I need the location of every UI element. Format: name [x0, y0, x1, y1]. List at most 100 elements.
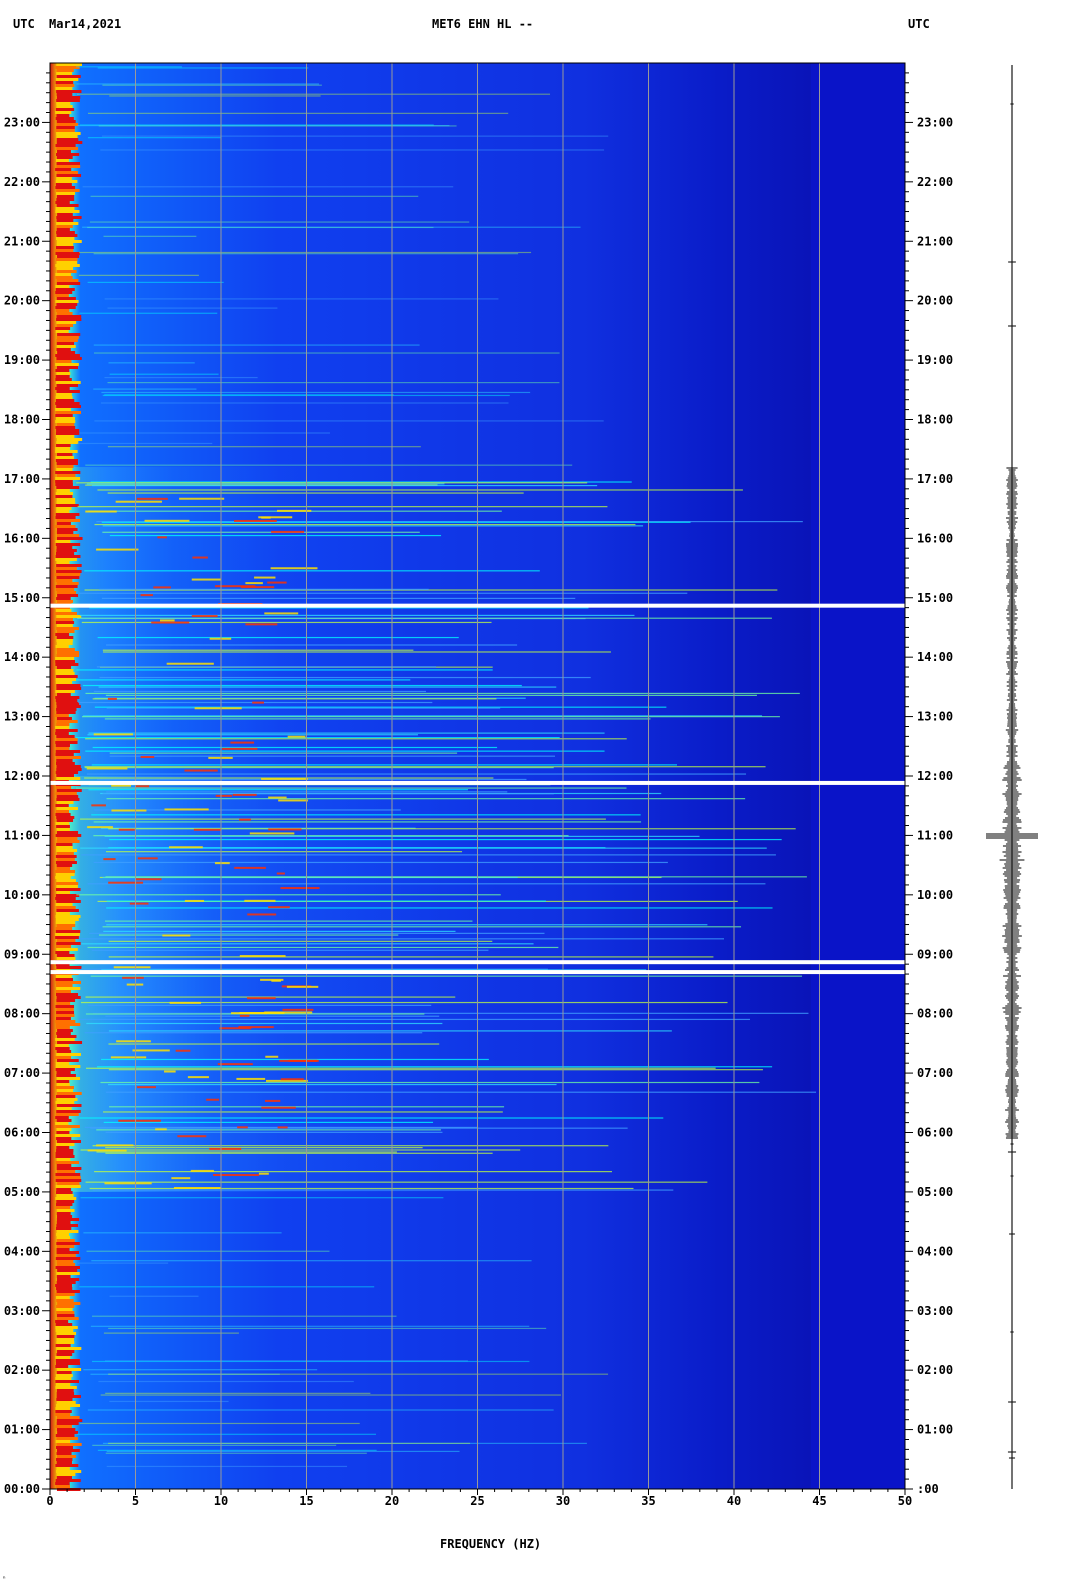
spectral-hotspot	[233, 519, 277, 522]
energy-band-strip	[57, 1209, 75, 1212]
energy-band-strip	[56, 342, 75, 345]
y-tick-label-left: 13:00	[4, 710, 40, 724]
energy-band-strip	[56, 1110, 81, 1113]
spectral-streak	[85, 738, 627, 740]
energy-band-strip	[56, 1281, 76, 1284]
energy-band-strip	[56, 465, 74, 468]
spectral-streak	[104, 718, 651, 720]
spectral-streak	[105, 851, 463, 853]
spectral-streak	[94, 809, 401, 811]
spectral-streak	[108, 1069, 763, 1071]
energy-band-strip	[56, 939, 76, 942]
y-tick-label-left: 06:00	[4, 1126, 40, 1140]
energy-band-strip	[56, 1392, 75, 1395]
spectral-streak	[106, 798, 746, 800]
spectral-streak	[108, 1043, 440, 1045]
spectral-hotspot	[96, 1144, 134, 1147]
spectral-streak	[76, 669, 493, 671]
energy-band-strip	[55, 210, 80, 213]
spectral-streak	[86, 483, 445, 485]
spectral-hotspot	[136, 497, 168, 500]
spectral-streak	[77, 617, 772, 619]
axes: 0 5 10 15 20 25 30 35 40 45 50 00:00:00 01:00 01:00 02…	[4, 62, 953, 1508]
energy-band-strip	[56, 1158, 71, 1161]
energy-band-strip	[56, 150, 71, 153]
y-tick-label-left: 04:00	[4, 1244, 40, 1258]
spectral-streak	[93, 388, 197, 390]
x-tick-label: 45	[812, 1494, 826, 1508]
y-tick-label-left: 18:00	[4, 413, 40, 427]
spectral-streak	[85, 996, 456, 998]
energy-band-strip	[55, 744, 70, 747]
energy-band-strip	[55, 792, 77, 795]
energy-band-strip	[56, 147, 78, 150]
spectral-hotspot	[103, 858, 116, 861]
energy-band-strip	[55, 1155, 75, 1158]
energy-band-strip	[56, 942, 81, 945]
energy-band-strip	[56, 636, 74, 639]
spectral-streak	[78, 1018, 750, 1021]
energy-band-strip	[56, 1470, 82, 1473]
energy-band-strip	[55, 387, 70, 390]
energy-band-strip	[56, 648, 75, 651]
energy-band-strip	[55, 834, 82, 837]
energy-band-strip	[56, 639, 73, 642]
spectral-hotspot	[86, 767, 128, 770]
energy-band-strip	[56, 156, 73, 159]
energy-band-strip	[55, 1056, 72, 1059]
energy-band-strip	[55, 672, 75, 675]
energy-band-strip	[57, 1041, 83, 1044]
energy-band-strip	[55, 729, 78, 732]
energy-band-strip	[55, 1152, 74, 1155]
energy-band-strip	[56, 1242, 80, 1245]
energy-band-strip	[56, 1089, 74, 1092]
energy-band-strip	[56, 765, 81, 768]
spectral-streak	[102, 649, 414, 651]
energy-band-strip	[55, 579, 73, 582]
energy-band-strip	[55, 1329, 74, 1332]
energy-band-strip	[57, 1029, 73, 1032]
activity-overlay	[60, 467, 445, 776]
spectral-streak	[92, 484, 598, 487]
energy-band-strip	[56, 303, 78, 306]
spectral-hotspot	[87, 826, 113, 829]
spectral-streak	[87, 281, 224, 283]
spectral-hotspot	[209, 637, 232, 640]
energy-band-strip	[55, 951, 70, 954]
energy-band-strip	[56, 759, 73, 762]
energy-band-strip	[56, 195, 75, 198]
spectral-streak	[109, 1400, 229, 1403]
spectral-hotspot	[153, 586, 171, 589]
energy-band-strip	[55, 921, 76, 924]
energy-band-strip	[55, 543, 81, 546]
energy-band-strip	[56, 1275, 71, 1278]
energy-band-strip	[55, 888, 81, 891]
energy-band-strip	[56, 1476, 73, 1479]
spectral-streak	[80, 968, 548, 970]
spectral-hotspot	[280, 887, 320, 890]
energy-band-strip	[56, 1251, 80, 1254]
spectral-hotspot	[169, 1001, 202, 1004]
energy-band-strip	[55, 525, 76, 528]
data-gap	[50, 780, 905, 785]
energy-band-strip	[56, 114, 70, 117]
spectral-hotspot	[193, 828, 222, 831]
energy-band-strip	[56, 132, 81, 135]
spectral-streak	[105, 920, 473, 922]
energy-band-strip	[56, 417, 75, 420]
energy-band-strip	[57, 1269, 78, 1272]
spectral-streak	[85, 750, 605, 752]
energy-band-strip	[55, 459, 78, 462]
energy-band-strip	[57, 1278, 80, 1281]
energy-band-strip	[56, 1395, 81, 1398]
spectral-hotspot	[159, 619, 175, 622]
energy-band-strip	[56, 852, 74, 855]
energy-band-strip	[56, 174, 82, 177]
spectral-streak	[79, 312, 218, 314]
y-tick-label-right: 11:00	[917, 828, 953, 842]
energy-band-strip	[56, 153, 80, 156]
spectral-streak	[108, 1030, 672, 1032]
energy-band-strip	[55, 1065, 81, 1068]
utc-label-left: UTC	[13, 17, 35, 31]
